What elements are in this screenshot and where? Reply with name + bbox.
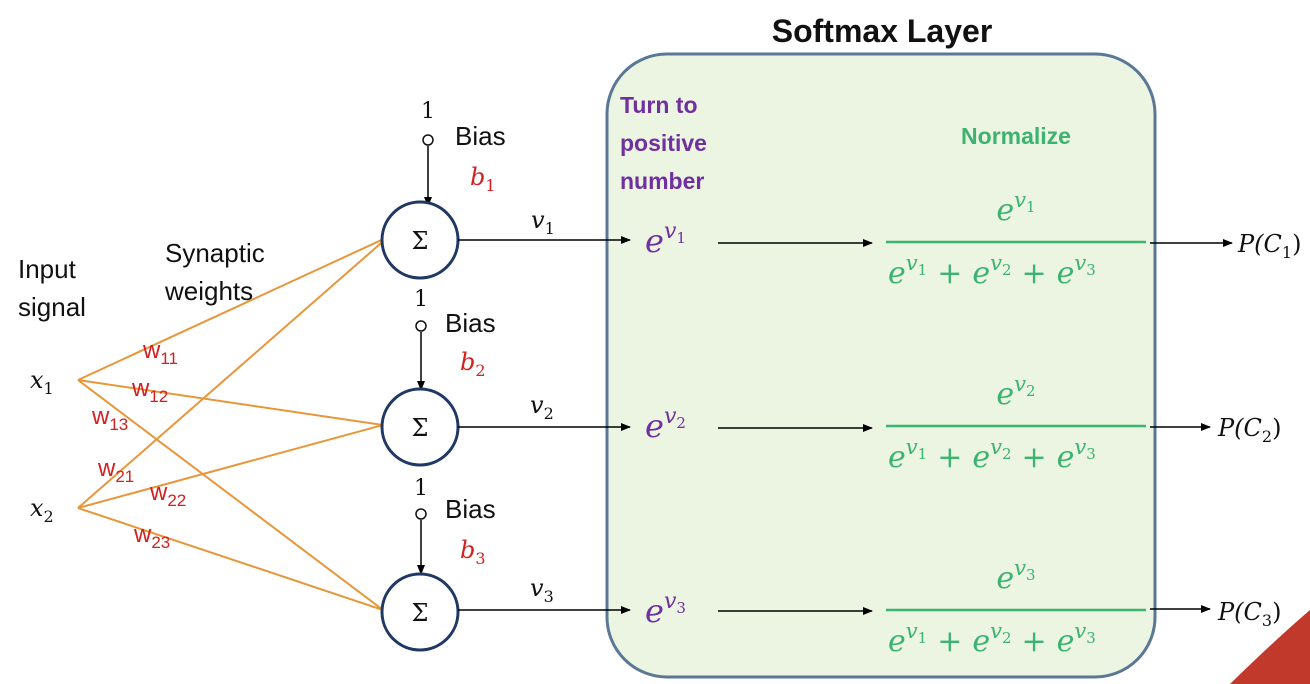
exp-v2: ev2 [645,404,686,445]
numerator-2: ev2 [996,372,1035,412]
synaptic-weights-label-line1: Synaptic [165,238,265,268]
corner-decoration [1230,610,1310,684]
output-p-c3: P(C3) [1217,598,1281,630]
exp-v3: ev3 [645,589,686,630]
bias-input-1: 1 [421,99,435,124]
softmax-layer-box [605,52,1157,679]
denominators: ev1 + ev2 + ev3 ev1 + ev2 + ev3 ev1 + ev2 + ev3 [888,251,1096,659]
weight-w22: w22 [149,479,186,510]
connection-x1-n3 [77,379,384,611]
weight-labels: w11 w12 w13 w21 w22 w23 [91,337,186,552]
input-signal-label-line2: signal [18,292,86,322]
denominator-1: ev1 + ev2 + ev3 [888,251,1096,291]
denominator-3: ev1 + ev2 + ev3 [888,619,1096,659]
turn-positive-label-line2: positive [620,130,707,156]
bias-node-3 [415,508,427,520]
connection-x2-n3 [77,507,384,611]
summation-node-3 [380,572,460,652]
numerator-3: ev3 [996,556,1035,596]
bias-node-2 [415,320,427,332]
weight-w21: w21 [97,455,134,486]
softmax-layer-title: Softmax Layer [772,13,993,49]
turn-positive-label-line3: number [620,168,704,194]
bias-label-1: Bias [455,121,506,151]
neuron-3: 1 Bias b3 Σ v3 ev3 ev3 P(C3) [380,476,1281,652]
bias-b1: b1 [470,163,496,195]
connection-x2-n2 [77,424,384,509]
input-signal-label-line1: Input [18,254,77,284]
bias-b3: b3 [460,536,486,568]
connection-x2-n1 [77,236,389,509]
normalize-label: Normalize [961,123,1071,149]
connection-x1-n2 [77,379,384,426]
bias-input-2: 1 [414,287,428,312]
neuron-2: 1 Bias b2 Σ v2 ev2 ev2 P(C2) [380,287,1281,467]
turn-positive-label-line1: Turn to [620,92,698,118]
weight-w23: w23 [133,521,170,552]
bias-label-3: Bias [445,494,496,524]
weight-w12: w12 [131,375,168,406]
output-p-c2: P(C2) [1217,414,1281,446]
numerator-1: ev1 [996,188,1035,228]
input-x1: x1 [30,366,54,398]
sigma-symbol-3: Σ [412,599,429,627]
denominator-2: ev1 + ev2 + ev3 [888,435,1096,475]
connection-x1-n1 [77,236,389,381]
v3-label: v3 [530,574,554,606]
exp-v1: ev1 [645,219,686,260]
neuron-1: 1 Bias b1 Σ v1 ev1 ev1 P(C1) [380,99,1301,280]
synaptic-connections [77,236,389,611]
sigma-symbol-1: Σ [412,227,429,255]
bias-label-2: Bias [445,308,496,338]
bias-input-3: 1 [414,476,428,501]
sigma-symbol-2: Σ [412,414,429,442]
synaptic-weights-label-line2: weights [164,276,253,306]
weight-w13: w13 [91,403,128,434]
bias-b2: b2 [460,348,486,380]
output-p-c1: P(C1) [1237,230,1301,262]
input-x2: x2 [30,494,54,526]
v1-label: v1 [531,206,555,238]
bias-node-1 [422,134,434,146]
weight-w11: w11 [142,337,178,368]
v2-label: v2 [530,391,554,423]
